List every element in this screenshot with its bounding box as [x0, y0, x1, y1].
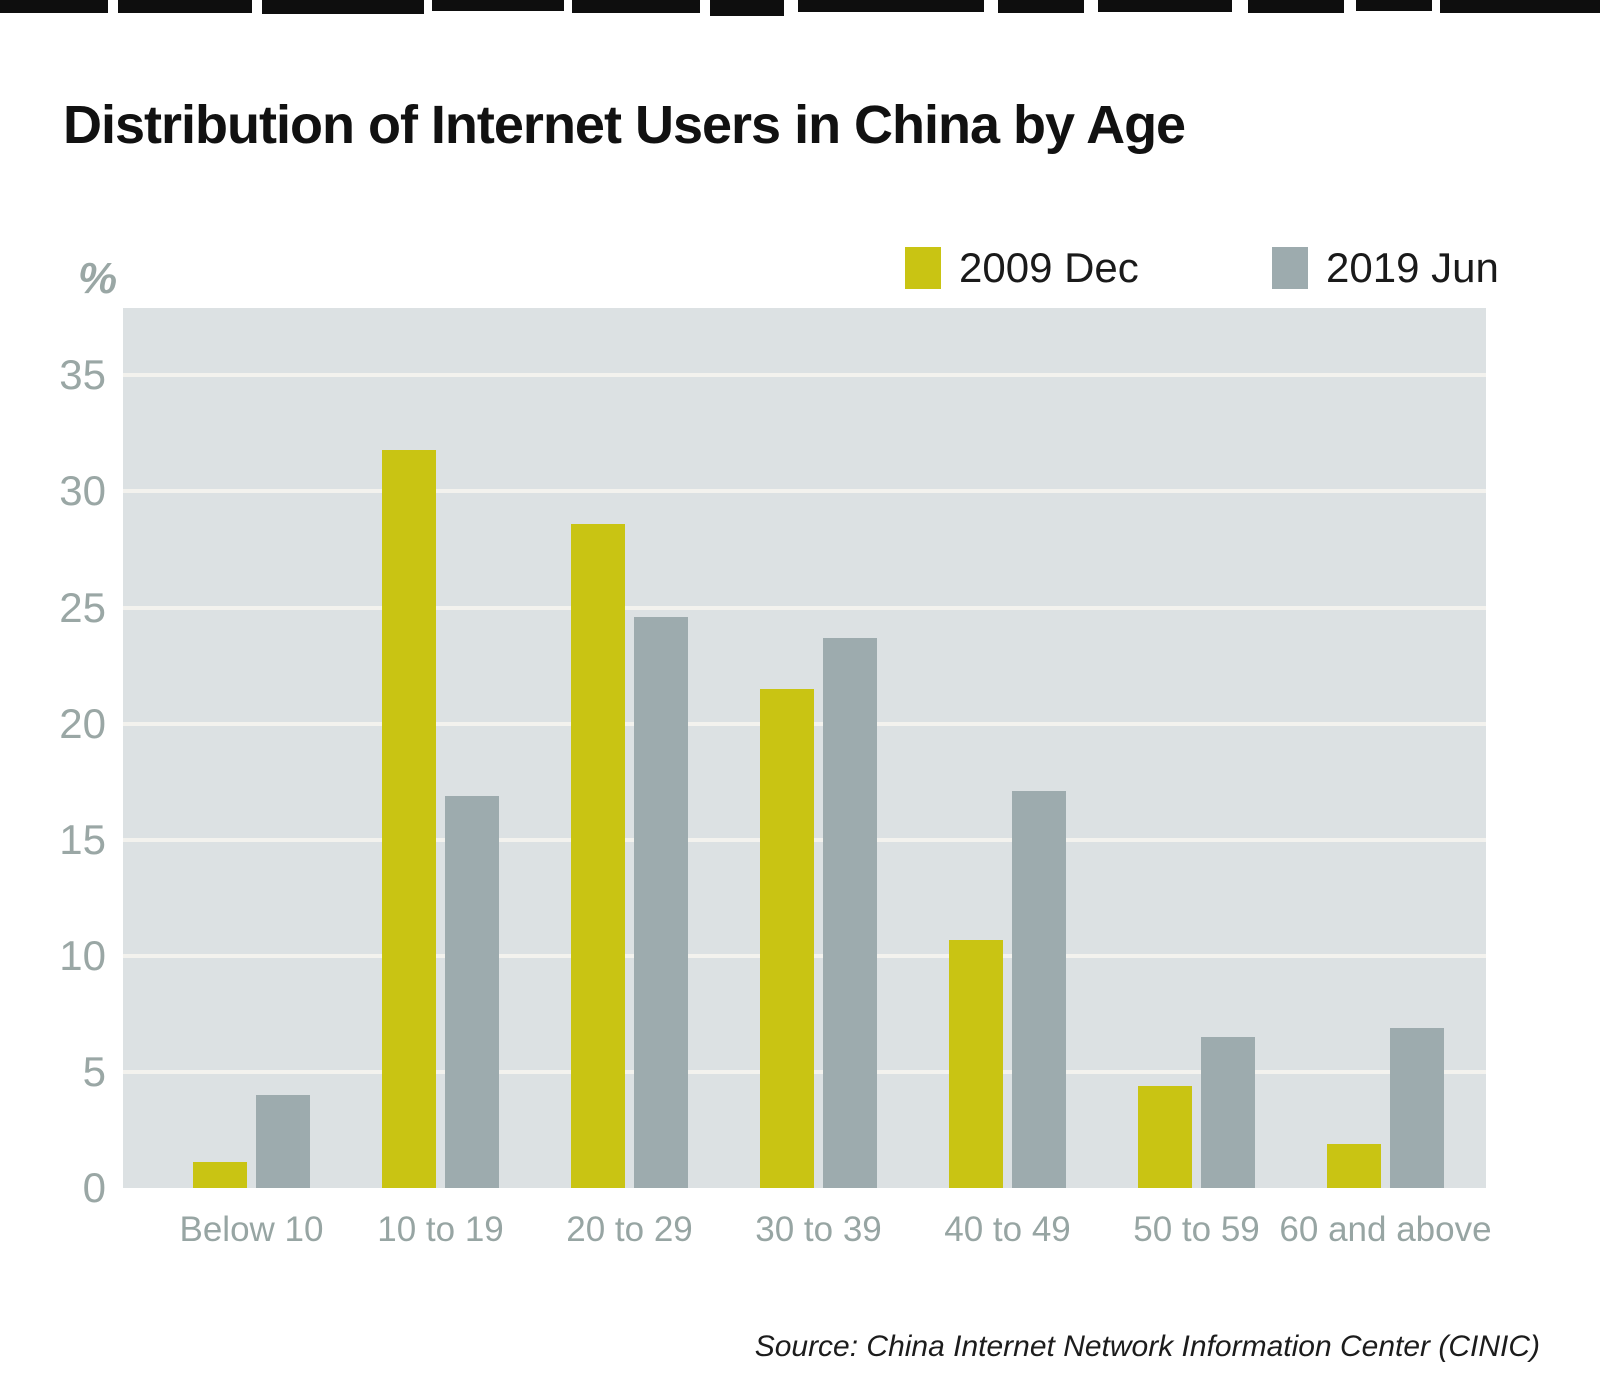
y-tick-label-5: 5 — [82, 1047, 106, 1095]
y-tick-label-0: 0 — [82, 1164, 106, 1211]
bar-2019-jun-50-to-59 — [1201, 1037, 1255, 1188]
legend-item-2009-dec: 2009 Dec — [905, 244, 1139, 292]
scan-artifact-segment-3 — [432, 0, 564, 11]
y-axis-unit-label: % — [78, 254, 118, 303]
scan-artifact-segment-11 — [1440, 0, 1600, 13]
legend-label-2009-dec: 2009 Dec — [959, 244, 1139, 291]
y-tick-label-25: 25 — [59, 583, 106, 631]
bar-2009-dec-20-to-29 — [571, 523, 625, 1188]
scan-artifact-segment-10 — [1356, 0, 1432, 11]
x-axis-label-40-to-49: 40 to 49 — [944, 1210, 1071, 1249]
x-axis-label-20-to-29: 20 to 29 — [566, 1210, 693, 1249]
chart-title: Distribution of Internet Users in China … — [63, 95, 1186, 155]
source-note: Source: China Internet Network Informati… — [754, 1330, 1540, 1363]
scan-artifact-segment-5 — [710, 0, 784, 16]
bar-2009-dec-60-and-above — [1327, 1143, 1381, 1188]
x-axis-label-30-to-39: 30 to 39 — [755, 1210, 882, 1249]
scan-artifact-segment-6 — [798, 0, 984, 12]
bar-2019-jun-10-to-19 — [445, 795, 499, 1188]
scan-artifact-segment-8 — [1098, 0, 1232, 12]
y-tick-label-10: 10 — [59, 931, 106, 979]
x-axis-label-below-10: Below 10 — [179, 1210, 324, 1249]
plot-area — [123, 308, 1486, 1188]
y-tick-label-20: 20 — [59, 699, 106, 747]
scan-artifact-segment-1 — [118, 0, 252, 13]
scan-artifact-segment-9 — [1248, 0, 1344, 13]
legend-swatch-2019-jun — [1272, 247, 1308, 289]
bar-2019-jun-20-to-29 — [634, 616, 688, 1188]
bar-2019-jun-30-to-39 — [823, 637, 877, 1188]
bar-2019-jun-60-and-above — [1390, 1027, 1444, 1188]
bar-2009-dec-40-to-49 — [949, 939, 1003, 1188]
scan-artifact-segment-7 — [998, 0, 1084, 13]
scan-artifact-segment-0 — [0, 0, 108, 13]
gridline-30 — [123, 489, 1486, 494]
y-tick-label-35: 35 — [59, 351, 106, 399]
legend: 2009 Dec 2019 Jun — [0, 244, 1600, 294]
scan-artifact-segment-2 — [262, 0, 424, 14]
scan-artifact-segment-4 — [572, 0, 700, 13]
x-axis-label-50-to-59: 50 to 59 — [1133, 1210, 1260, 1249]
legend-item-2019-jun: 2019 Jun — [1272, 244, 1499, 292]
bar-2009-dec-10-to-19 — [382, 449, 436, 1188]
legend-label-2019-jun: 2019 Jun — [1326, 244, 1499, 291]
bar-2009-dec-30-to-39 — [760, 688, 814, 1188]
gridline-35 — [123, 373, 1486, 378]
x-axis-label-60-and-above: 60 and above — [1279, 1210, 1492, 1249]
y-tick-label-15: 15 — [59, 815, 106, 863]
bar-2019-jun-40-to-49 — [1012, 790, 1066, 1188]
y-tick-label-30: 30 — [59, 467, 106, 515]
bar-2009-dec-50-to-59 — [1138, 1085, 1192, 1188]
legend-swatch-2009-dec — [905, 247, 941, 289]
bar-2019-jun-below-10 — [256, 1095, 310, 1188]
x-axis-label-10-to-19: 10 to 19 — [377, 1210, 504, 1249]
gridline-25 — [123, 605, 1486, 610]
bar-2009-dec-below-10 — [193, 1162, 247, 1188]
